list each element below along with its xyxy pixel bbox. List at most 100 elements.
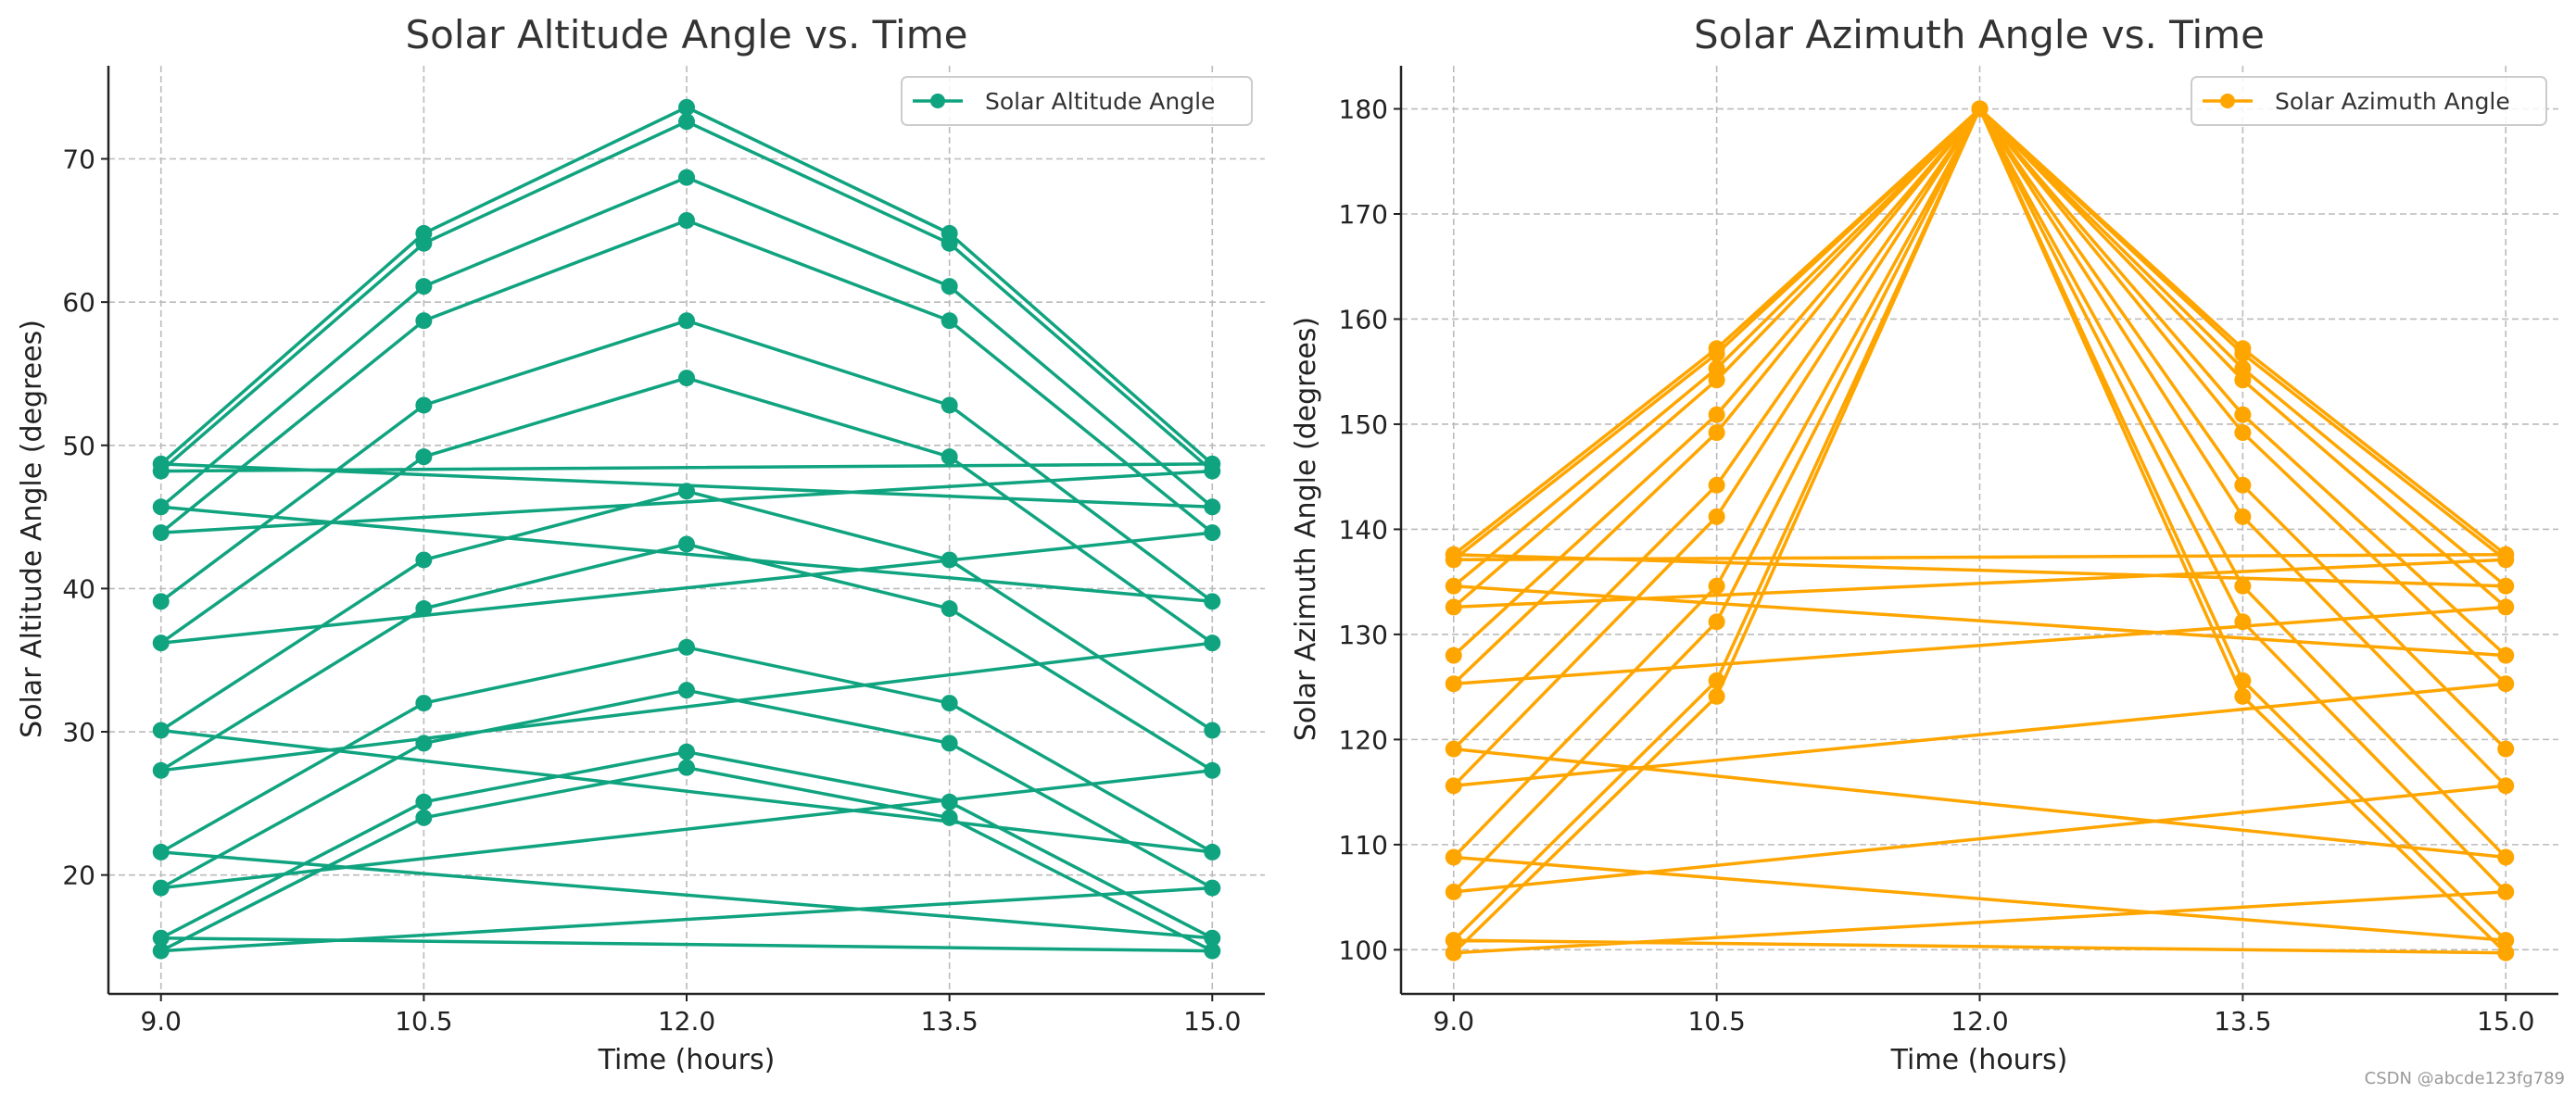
data-point (152, 634, 170, 652)
data-point (1708, 508, 1725, 525)
data-point (678, 212, 695, 229)
data-point (1708, 577, 1725, 595)
data-point (1445, 932, 1462, 949)
data-point (2497, 740, 2515, 758)
watermark: CSDN @abcde123fg789 (2365, 1069, 2565, 1088)
y-tick-label: 130 (1339, 620, 1388, 650)
data-point (1708, 476, 1725, 494)
data-point (1445, 883, 1462, 900)
data-point (678, 169, 695, 186)
data-point (2234, 406, 2252, 423)
plot-area (1445, 100, 2515, 961)
data-point (152, 593, 170, 610)
axes-spines (107, 66, 1265, 996)
x-tick-label: 9.0 (1433, 1006, 1475, 1036)
data-point (2497, 777, 2515, 795)
data-point (1445, 740, 1462, 758)
data-point (415, 735, 433, 752)
x-tick-label: 10.5 (395, 1006, 452, 1036)
x-tick-label: 10.5 (1687, 1006, 1745, 1036)
x-axis-label: Time (hours) (598, 1044, 776, 1076)
data-point (1445, 598, 1462, 616)
data-point (415, 793, 433, 810)
data-point (678, 483, 695, 500)
y-tick-label: 20 (62, 861, 95, 891)
x-tick-label: 9.0 (140, 1006, 182, 1036)
legend: Solar Azimuth Angle (2191, 76, 2547, 126)
data-point (415, 600, 433, 618)
legend-dot-marker (2220, 94, 2235, 108)
data-point (415, 551, 433, 569)
data-point (1204, 879, 1221, 897)
data-point (152, 942, 170, 960)
y-tick-label: 50 (62, 431, 95, 461)
data-point (1971, 100, 1989, 118)
y-tick-label: 180 (1339, 94, 1388, 125)
data-point (415, 695, 433, 712)
y-tick-label: 40 (62, 573, 95, 604)
data-point (2497, 647, 2515, 664)
series-line (1452, 107, 2507, 955)
y-tick-label: 110 (1339, 830, 1388, 861)
data-point (2234, 345, 2252, 362)
data-point (941, 312, 958, 330)
data-point (941, 448, 958, 466)
legend-dot-marker (930, 94, 945, 108)
data-point (2497, 932, 2515, 949)
data-point (1445, 675, 1462, 693)
x-ticks: 9.0 10.5 12.0 13.5 15.0 (140, 994, 1241, 1036)
y-axis-label: Solar Altitude Angle (degrees) (16, 320, 48, 738)
data-point (941, 809, 958, 826)
legend-box (901, 76, 1253, 126)
x-tick-label: 13.5 (2214, 1006, 2271, 1036)
data-point (941, 551, 958, 569)
data-point (152, 498, 170, 516)
data-point (678, 743, 695, 760)
legend-entry: Solar Azimuth Angle (2275, 88, 2510, 115)
data-point (2234, 508, 2252, 525)
data-point (2497, 848, 2515, 866)
data-point (2497, 944, 2515, 961)
data-point (2234, 371, 2252, 389)
plot-area (152, 98, 1221, 960)
data-point (678, 113, 695, 131)
data-point (152, 722, 170, 739)
grid (108, 66, 1265, 994)
y-ticks: 20 30 40 50 60 70 (62, 144, 108, 891)
data-point (941, 234, 958, 252)
data-point (941, 278, 958, 295)
data-point (1445, 777, 1462, 795)
y-tick-label: 170 (1339, 199, 1388, 230)
y-tick-label: 100 (1339, 935, 1388, 965)
data-point (415, 234, 433, 252)
y-tick-label: 120 (1339, 724, 1388, 755)
data-point (1445, 577, 1462, 595)
y-tick-label: 160 (1339, 304, 1388, 334)
x-tick-label: 15.0 (2477, 1006, 2534, 1036)
data-point (1708, 406, 1725, 423)
data-point (678, 682, 695, 699)
data-point (941, 695, 958, 712)
data-point (152, 524, 170, 542)
legend: Solar Altitude Angle (901, 76, 1253, 126)
azimuth-chart: Solar Azimuth Angle vs. Time Time (hours… (1290, 12, 2558, 1076)
data-point (1708, 371, 1725, 389)
data-point (1204, 462, 1221, 480)
data-point (678, 370, 695, 387)
data-point (415, 396, 433, 414)
data-point (678, 535, 695, 553)
data-point (152, 462, 170, 480)
legend-box (2191, 76, 2547, 126)
data-point (1204, 722, 1221, 739)
data-point (1204, 524, 1221, 542)
data-point (2497, 675, 2515, 693)
data-point (415, 312, 433, 330)
y-tick-label: 140 (1339, 514, 1388, 545)
data-point (941, 735, 958, 752)
data-point (1708, 687, 1725, 705)
data-point (1204, 843, 1221, 861)
y-tick-label: 60 (62, 287, 95, 318)
data-point (2497, 577, 2515, 595)
y-tick-label: 30 (62, 717, 95, 748)
